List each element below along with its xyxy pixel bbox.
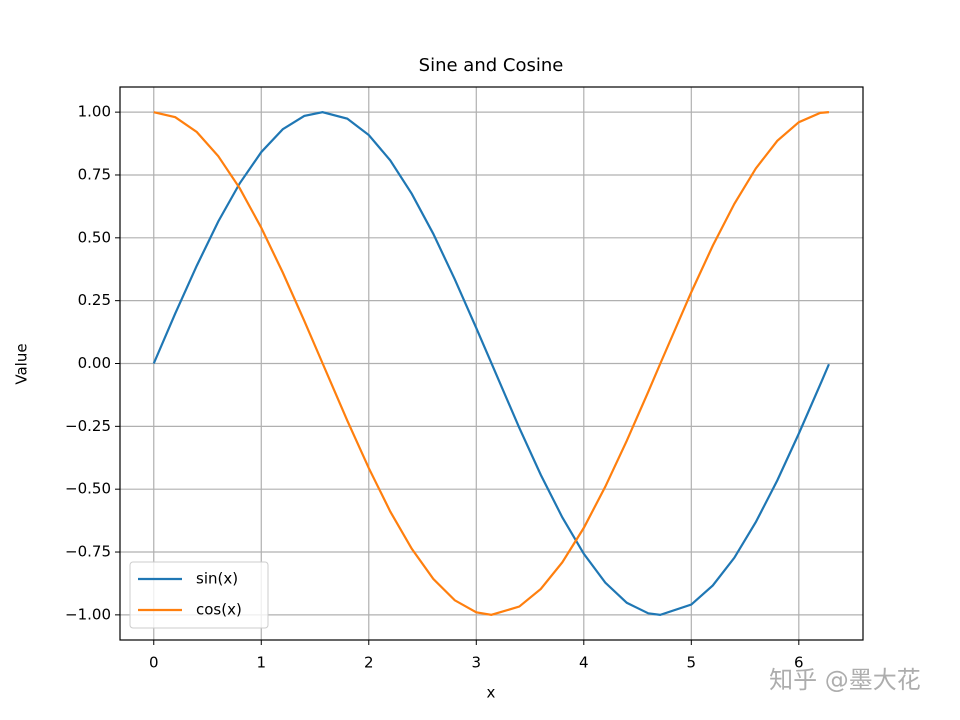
x-tick-label: 4 <box>579 654 589 672</box>
y-axis-label: Value <box>13 343 31 384</box>
line <box>152 111 830 616</box>
y-tick-label: −0.25 <box>65 417 111 435</box>
x-tick-label: 2 <box>364 654 374 672</box>
x-tick-label: 0 <box>149 654 159 672</box>
watermark: 知乎 @墨大花 <box>769 666 921 694</box>
line <box>153 111 830 616</box>
x-tick-label: 6 <box>794 654 804 672</box>
x-tick-label: 3 <box>472 654 482 672</box>
y-tick-label: −0.50 <box>65 480 111 498</box>
x-tick-label: 1 <box>256 654 266 672</box>
y-tick-label: 0.75 <box>78 165 111 183</box>
plot-frame <box>119 86 864 641</box>
legend-label: cos(x) <box>196 601 242 619</box>
y-tick-label: 1.00 <box>78 103 111 121</box>
x-axis-label: x <box>487 684 496 702</box>
legend-label: sin(x) <box>196 570 238 588</box>
y-tick-label: −0.75 <box>65 543 111 561</box>
x-tick-label: 5 <box>687 654 697 672</box>
y-tick-label: 0.25 <box>78 291 111 309</box>
y-tick-label: 0.50 <box>78 228 111 246</box>
y-tick-label: 0.00 <box>78 354 111 372</box>
chart-title: Sine and Cosine <box>419 55 564 76</box>
y-tick-label: −1.00 <box>65 605 111 623</box>
